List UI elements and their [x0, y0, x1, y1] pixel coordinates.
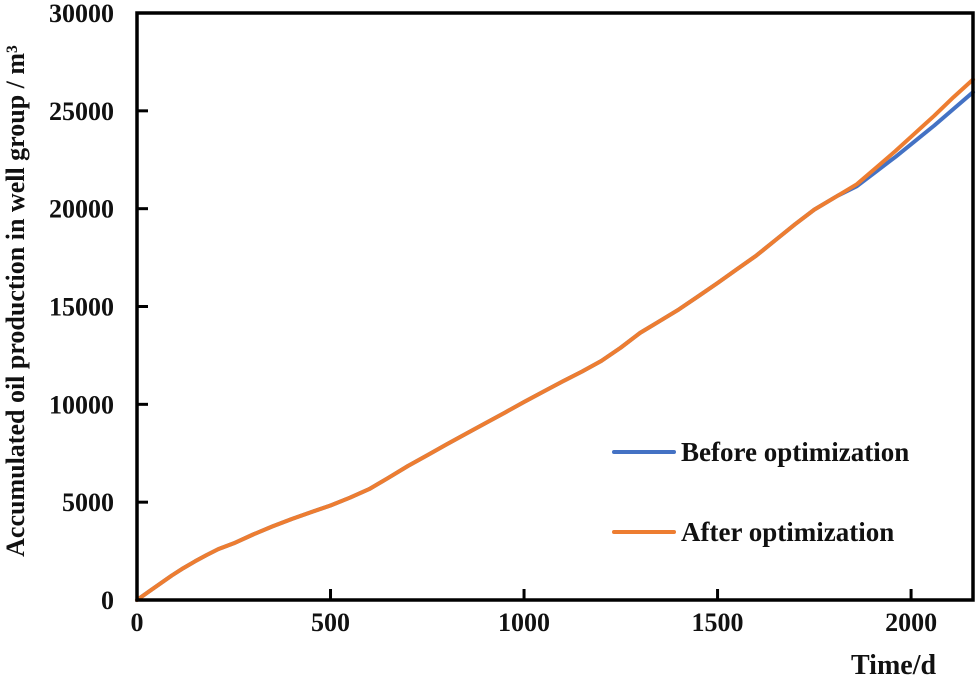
- x-tick-label: 2000: [885, 608, 937, 637]
- x-tick-label: 0: [131, 608, 144, 637]
- legend-item-before: Before optimization: [612, 437, 909, 467]
- y-tick-label: 0: [101, 586, 114, 615]
- legend: Before optimization After optimization: [612, 437, 909, 547]
- y-axis-title: Accumulated oil production in well group…: [1, 45, 30, 557]
- legend-item-after: After optimization: [612, 517, 909, 547]
- y-tick-label: 5000: [62, 488, 114, 517]
- legend-label-after: After optimization: [681, 517, 895, 547]
- x-tick-label: 500: [311, 608, 350, 637]
- plot-frame: [135, 11, 975, 602]
- x-tick-label: 1000: [498, 608, 550, 637]
- y-tick-label: 20000: [49, 195, 114, 224]
- y-tick-label: 25000: [49, 97, 114, 126]
- series-line-after: [135, 77, 975, 602]
- y-tick-label: 30000: [49, 0, 114, 28]
- legend-line-swatch-before: [612, 449, 676, 455]
- legend-label-before: Before optimization: [681, 437, 910, 467]
- x-axis-title: Time/d: [851, 650, 937, 681]
- legend-line-swatch-after: [612, 529, 676, 535]
- y-tick-label: 10000: [49, 390, 114, 419]
- x-tick-label: 1500: [692, 608, 744, 637]
- y-tick-label: 15000: [49, 293, 114, 322]
